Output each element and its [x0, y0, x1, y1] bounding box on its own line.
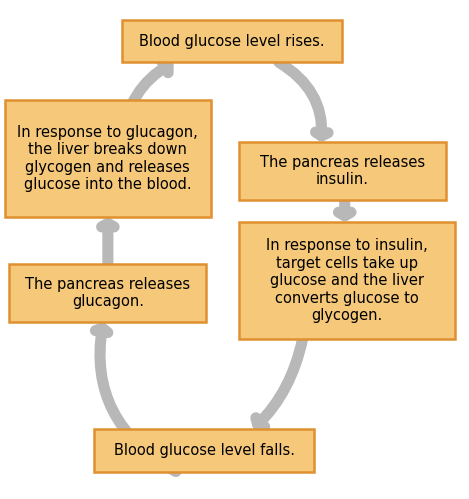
- FancyBboxPatch shape: [9, 264, 206, 322]
- FancyBboxPatch shape: [122, 20, 342, 62]
- FancyBboxPatch shape: [239, 142, 446, 200]
- FancyBboxPatch shape: [94, 429, 314, 472]
- Text: The pancreas releases
insulin.: The pancreas releases insulin.: [260, 155, 425, 187]
- Text: Blood glucose level falls.: Blood glucose level falls.: [113, 443, 295, 458]
- Text: Blood glucose level rises.: Blood glucose level rises.: [139, 33, 325, 49]
- FancyBboxPatch shape: [5, 100, 211, 217]
- Text: The pancreas releases
glucagon.: The pancreas releases glucagon.: [25, 277, 190, 309]
- Text: In response to insulin,
target cells take up
glucose and the liver
converts gluc: In response to insulin, target cells tak…: [266, 239, 428, 323]
- Text: In response to glucagon,
the liver breaks down
glycogen and releases
glucose int: In response to glucagon, the liver break…: [17, 125, 198, 192]
- FancyBboxPatch shape: [239, 222, 455, 339]
